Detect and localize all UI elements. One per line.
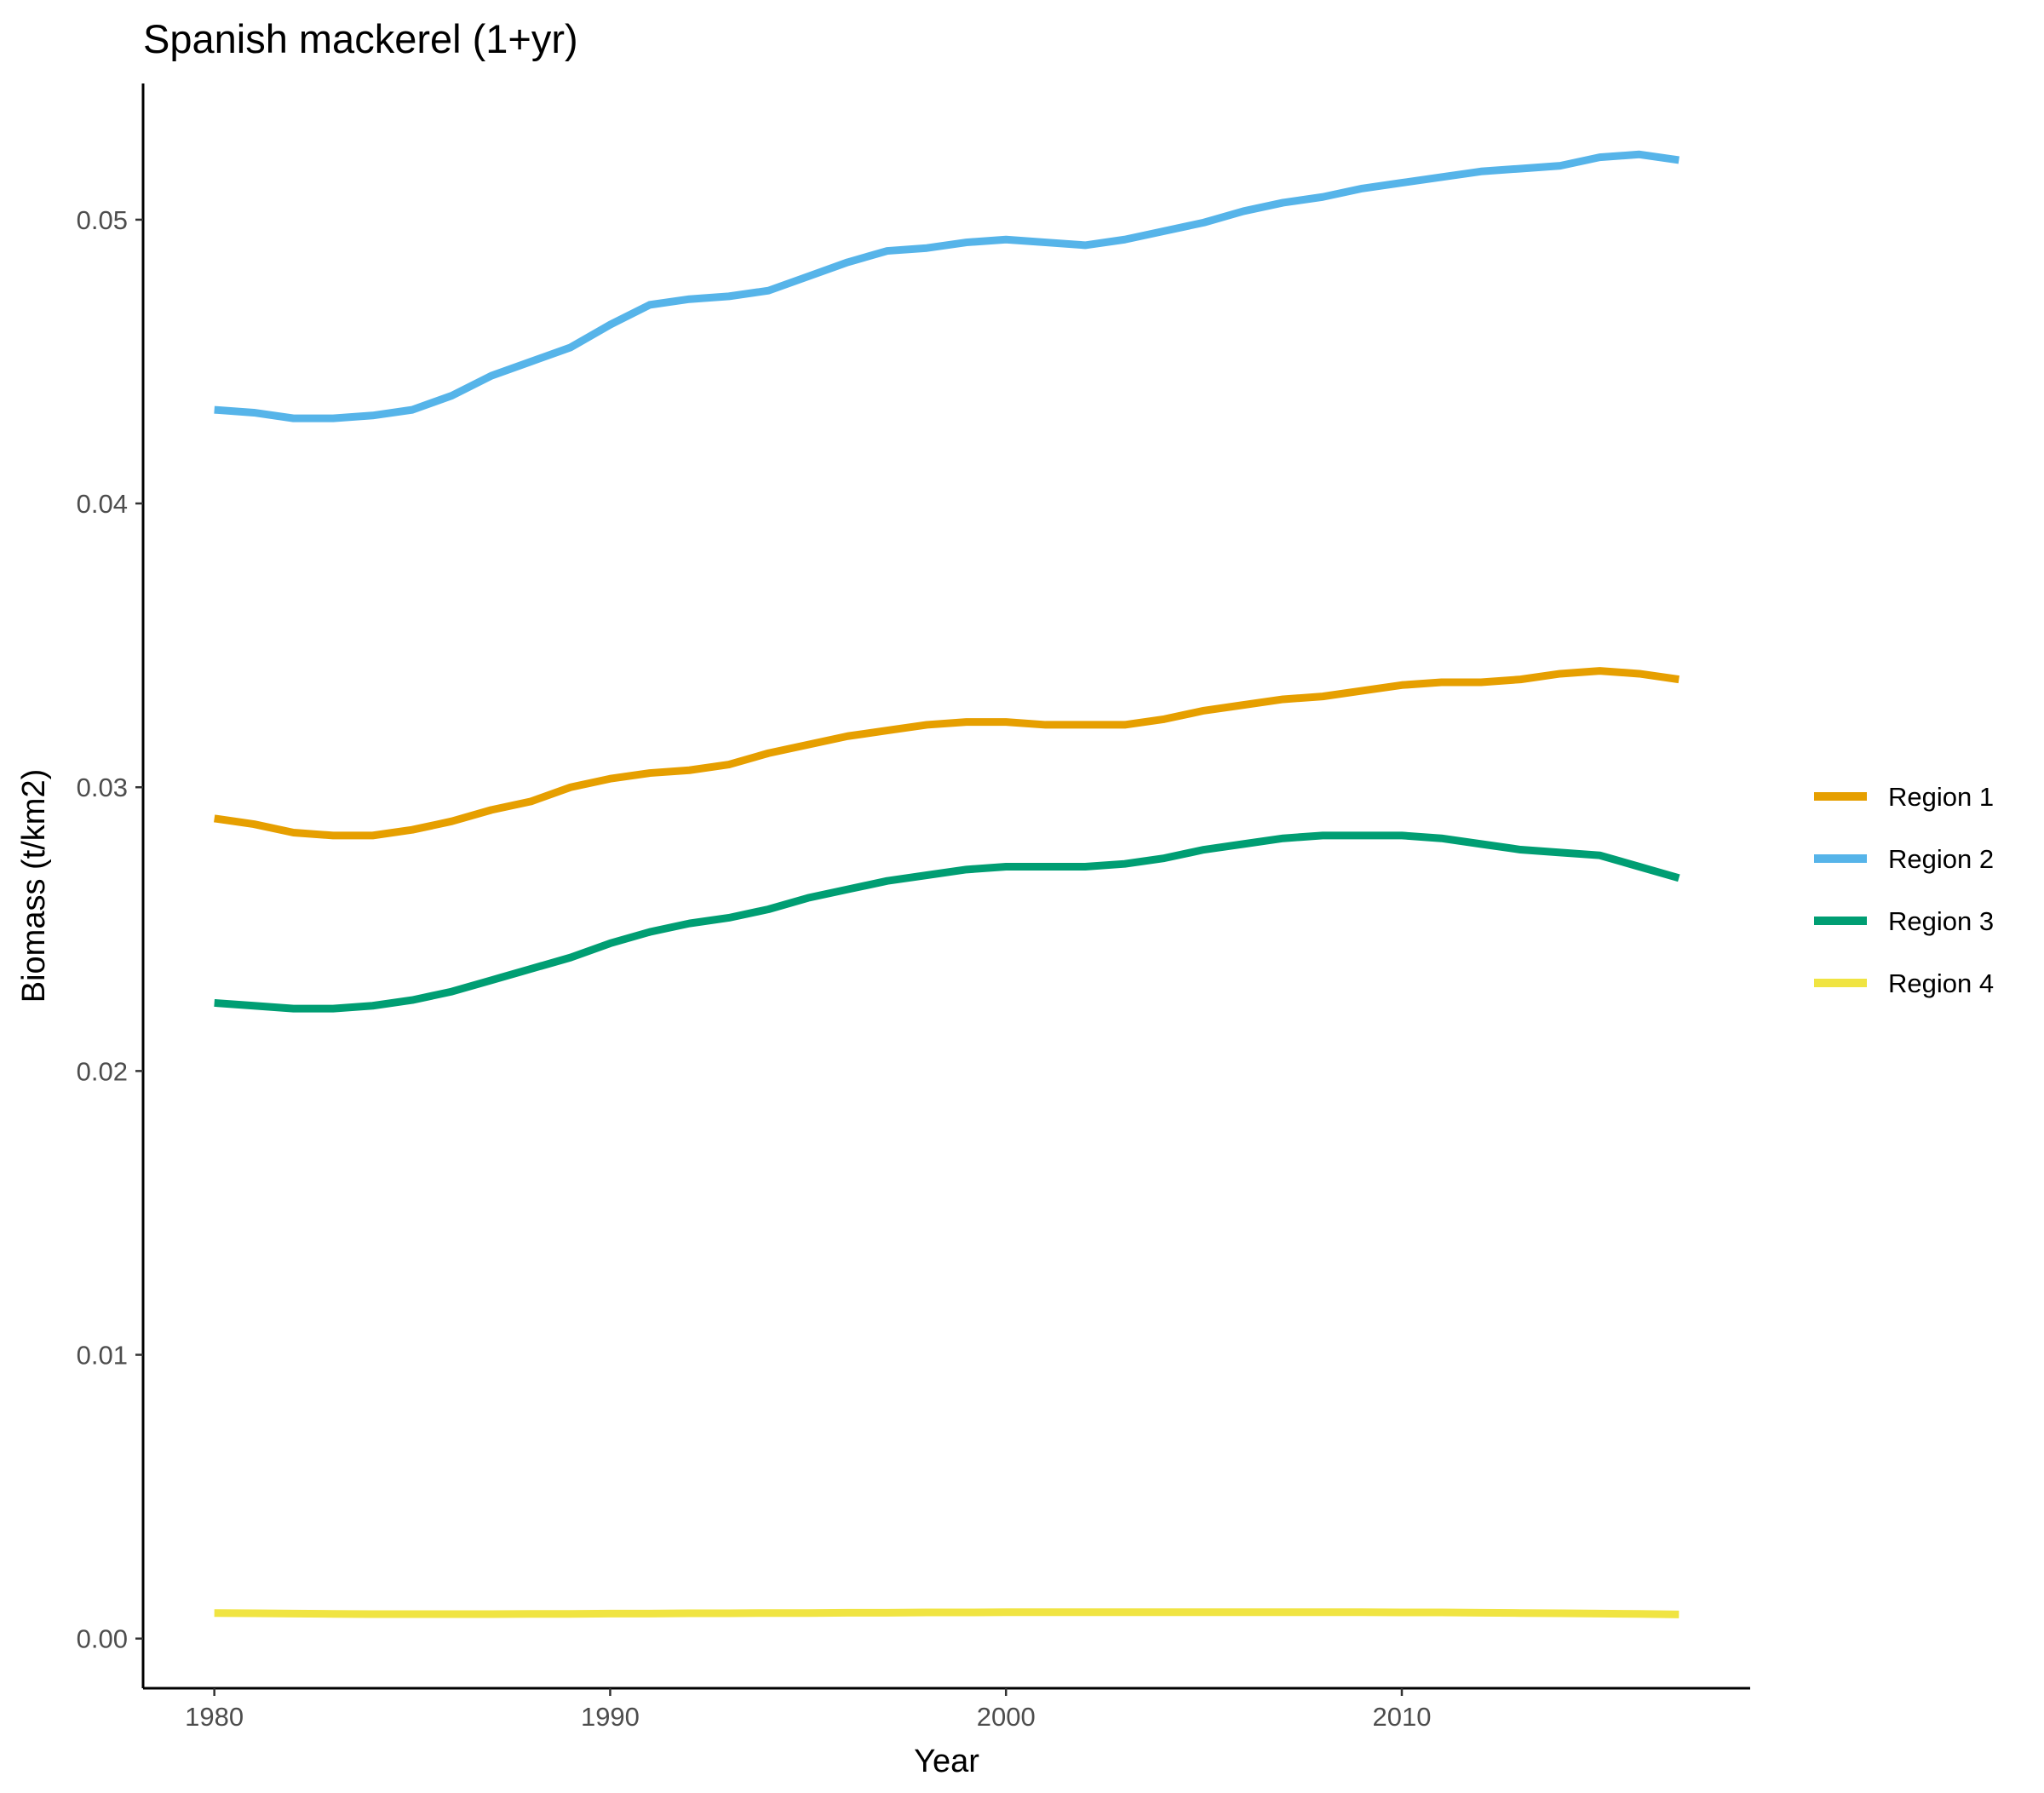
- y-tick-label: 0.02: [77, 1056, 128, 1086]
- x-tick-label: 2000: [977, 1702, 1036, 1732]
- x-tick-label: 2010: [1373, 1702, 1432, 1732]
- legend-label-region-3: Region 3: [1888, 906, 1994, 936]
- plot-series-group: [214, 150, 1680, 1618]
- x-tick-label: 1990: [581, 1702, 640, 1732]
- y-axis-title: Biomass (t/km2): [16, 769, 52, 1003]
- series-line-region-2: [214, 150, 1679, 422]
- x-axis-title: Year: [914, 1744, 979, 1779]
- series-line-region-4: [214, 1608, 1679, 1618]
- y-tick-label: 0.00: [77, 1624, 128, 1654]
- y-tick-label: 0.01: [77, 1341, 128, 1371]
- chart-title: Spanish mackerel (1+yr): [143, 16, 578, 61]
- series-line-region-3: [214, 831, 1680, 1013]
- y-tick-label: 0.05: [77, 205, 128, 235]
- y-tick-label: 0.04: [77, 489, 128, 519]
- y-tick-label: 0.03: [77, 773, 128, 802]
- legend-label-region-2: Region 2: [1888, 844, 1994, 874]
- series-line-region-1: [214, 667, 1679, 840]
- y-axis-ticks: 0.00 0.01 0.02 0.03 0.04 0.05: [77, 205, 143, 1654]
- x-tick-label: 1980: [185, 1702, 244, 1732]
- legend-label-region-4: Region 4: [1888, 968, 1994, 998]
- x-axis-ticks: 1980 1990 2000 2010: [185, 1688, 1431, 1732]
- legend-label-region-1: Region 1: [1888, 782, 1994, 812]
- legend: Region 1 Region 2 Region 3 Region 4: [1814, 782, 1994, 998]
